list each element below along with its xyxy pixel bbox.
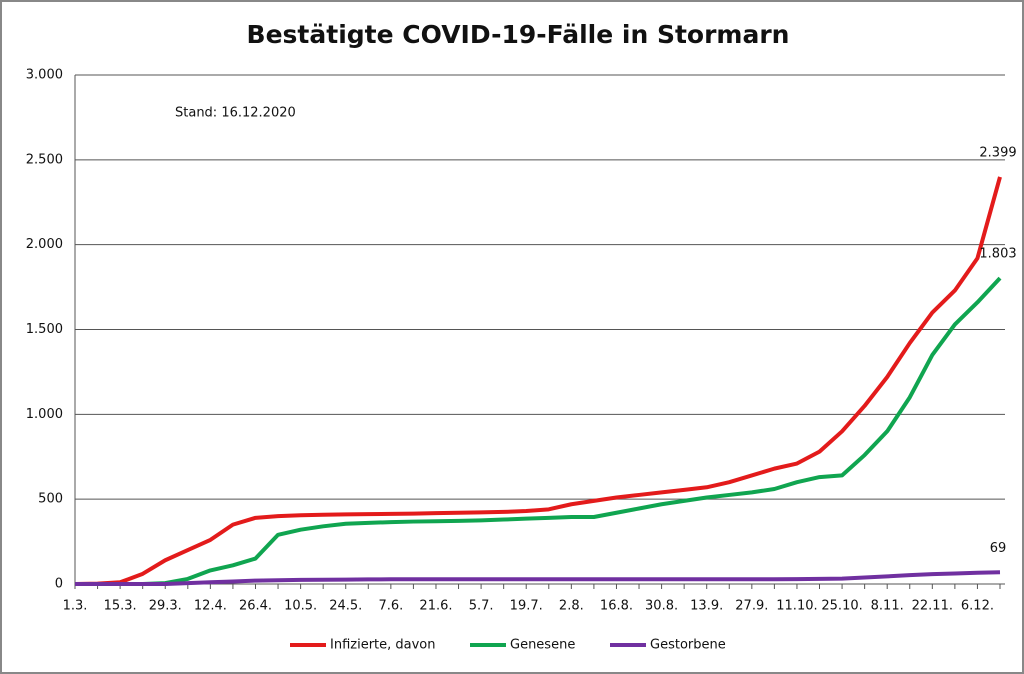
x-tick-label: 19.7. — [510, 599, 543, 614]
chart-title: Bestätigte COVID-19-Fälle in Stormarn — [247, 20, 790, 49]
y-tick-label: 0 — [55, 577, 63, 592]
series-line — [75, 570, 1001, 586]
x-tick-label: 1.3. — [63, 599, 88, 614]
x-tick-label: 25.10. — [821, 599, 862, 614]
x-tick-label: 2.8. — [559, 599, 584, 614]
x-tick-label: 6.12. — [961, 599, 994, 614]
y-tick-label: 1.500 — [26, 322, 63, 337]
x-tick-label: 5.7. — [469, 599, 494, 614]
series-line — [74, 176, 1002, 586]
x-tick-label: 10.5. — [284, 599, 317, 614]
x-tick-label: 13.9. — [690, 599, 723, 614]
x-tick-label: 11.10. — [776, 599, 817, 614]
x-tick-label: 24.5. — [329, 599, 362, 614]
y-tick-label: 1.000 — [26, 407, 63, 422]
x-tick-label: 7.6. — [378, 599, 403, 614]
x-tick-label: 26.4. — [239, 599, 272, 614]
value-label: 1.803 — [979, 247, 1016, 262]
series-line — [75, 276, 1002, 586]
y-tick-label: 2.000 — [26, 237, 63, 252]
x-tick-label: 27.9. — [735, 599, 768, 614]
x-tick-label: 12.4. — [194, 599, 227, 614]
annotation: Stand: 16.12.2020 — [175, 106, 296, 121]
y-tick-label: 3.000 — [26, 68, 63, 83]
x-tick-label: 15.3. — [104, 599, 137, 614]
value-label: 2.399 — [979, 145, 1016, 160]
x-tick-label: 30.8. — [645, 599, 678, 614]
y-tick-label: 500 — [38, 492, 63, 507]
x-tick-label: 16.8. — [600, 599, 633, 614]
x-tick-label: 21.6. — [419, 599, 452, 614]
x-tick-label: 22.11. — [912, 599, 953, 614]
value-label: 69 — [990, 541, 1007, 556]
x-tick-label: 29.3. — [149, 599, 182, 614]
legend-label: Infizierte, davon — [330, 638, 436, 653]
legend-label: Genesene — [510, 638, 575, 653]
x-tick-label: 8.11. — [871, 599, 904, 614]
legend-label: Gestorbene — [650, 638, 726, 653]
y-tick-label: 2.500 — [26, 152, 63, 167]
